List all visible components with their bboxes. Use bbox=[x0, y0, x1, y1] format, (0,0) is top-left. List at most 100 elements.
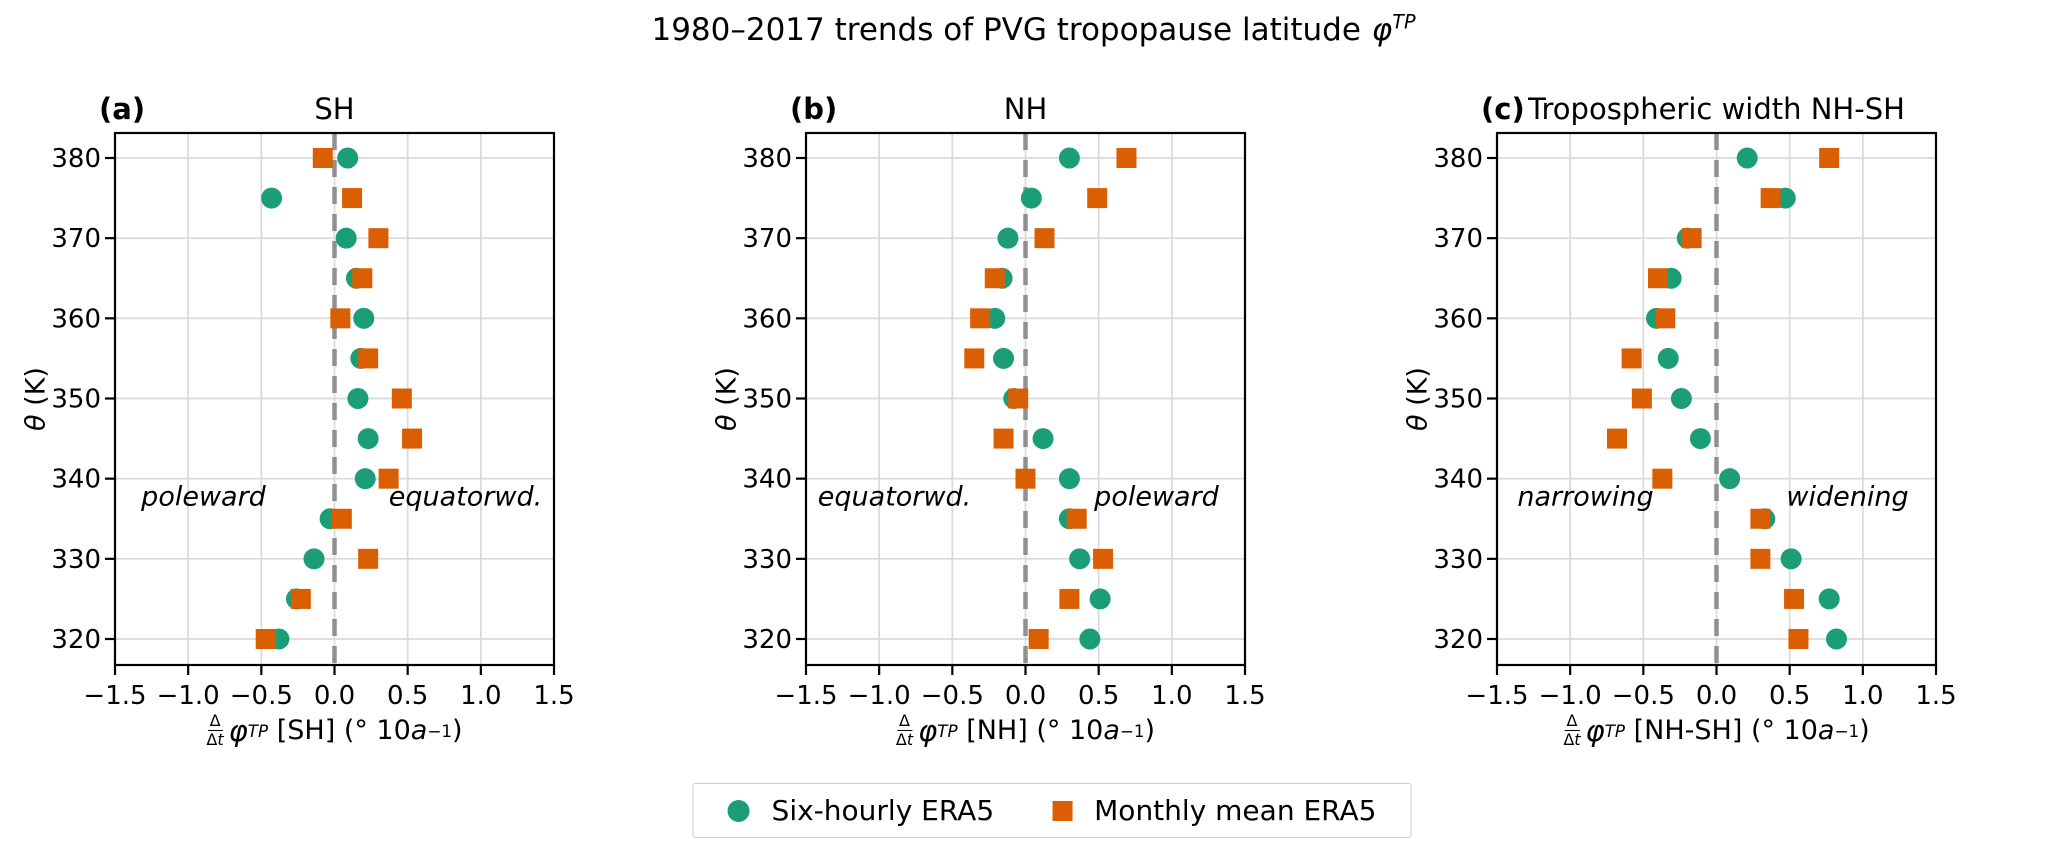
y-tick-label: 380 bbox=[1433, 144, 1483, 174]
y-axis-label: θ (K) bbox=[711, 367, 743, 431]
marker-monthly bbox=[993, 428, 1014, 449]
marker-monthly bbox=[342, 188, 363, 209]
x-tick-label: 1.0 bbox=[460, 681, 501, 711]
marker-six-hourly bbox=[335, 227, 357, 249]
marker-monthly bbox=[358, 348, 379, 369]
marker-monthly bbox=[391, 388, 412, 409]
marker-monthly bbox=[984, 268, 1005, 289]
x-tick-label: −1.5 bbox=[1465, 681, 1528, 711]
marker-six-hourly bbox=[1069, 548, 1091, 570]
y-tick-label: 320 bbox=[742, 625, 792, 655]
x-tick-label: −1.0 bbox=[157, 681, 220, 711]
figure-title: 1980–2017 trends of PVG tropopause latit… bbox=[0, 12, 2067, 49]
y-tick-label: 360 bbox=[1433, 304, 1483, 334]
marker-monthly bbox=[1631, 388, 1652, 409]
panel-tag: (c) bbox=[1481, 92, 1525, 126]
y-tick-label: 320 bbox=[1433, 625, 1483, 655]
panel-title: SH bbox=[314, 92, 355, 126]
marker-six-hourly bbox=[993, 347, 1015, 369]
marker-monthly bbox=[255, 629, 276, 650]
marker-monthly bbox=[358, 548, 379, 569]
marker-monthly bbox=[1681, 228, 1702, 249]
marker-monthly bbox=[1652, 468, 1673, 489]
x-tick-label: 0.5 bbox=[1769, 681, 1810, 711]
marker-monthly bbox=[352, 268, 373, 289]
marker-six-hourly bbox=[1032, 428, 1054, 450]
x-tick-label: 0.0 bbox=[314, 681, 355, 711]
y-tick-label: 330 bbox=[742, 545, 792, 575]
marker-six-hourly bbox=[1736, 147, 1758, 169]
x-tick-label: 0.5 bbox=[387, 681, 428, 711]
marker-monthly bbox=[1116, 148, 1137, 168]
marker-monthly bbox=[290, 588, 311, 609]
annotation-right: widening bbox=[1786, 481, 1909, 513]
x-tick-label: 1.0 bbox=[1151, 681, 1192, 711]
y-tick-label: 380 bbox=[742, 144, 792, 174]
marker-monthly bbox=[368, 228, 389, 249]
marker-monthly bbox=[1760, 188, 1781, 209]
x-tick-label: −1.0 bbox=[1539, 681, 1602, 711]
x-tick-label: 0.0 bbox=[1696, 681, 1737, 711]
panel-title: Tropospheric width NH-SH bbox=[1528, 92, 1905, 126]
annotation-left: narrowing bbox=[1517, 481, 1654, 513]
y-tick-label: 340 bbox=[742, 465, 792, 495]
marker-monthly bbox=[1647, 268, 1668, 289]
y-tick-label: 380 bbox=[51, 144, 101, 174]
marker-six-hourly bbox=[1020, 187, 1042, 209]
y-tick-label: 340 bbox=[51, 465, 101, 495]
annotation-left: poleward bbox=[141, 481, 266, 513]
marker-monthly bbox=[378, 468, 399, 489]
marker-monthly bbox=[964, 348, 985, 369]
delta-fraction: Δ Δt bbox=[895, 711, 914, 750]
marker-six-hourly bbox=[1058, 468, 1080, 490]
marker-six-hourly bbox=[1689, 428, 1711, 450]
marker-six-hourly bbox=[1670, 388, 1692, 410]
marker-monthly bbox=[1750, 548, 1771, 569]
delta-fraction: Δ Δt bbox=[206, 711, 224, 750]
y-tick-label: 350 bbox=[1433, 385, 1483, 415]
x-tick-label: 1.5 bbox=[1915, 681, 1956, 711]
phi-superscript: TP bbox=[1392, 10, 1416, 34]
x-tick-label: 0.5 bbox=[1078, 681, 1119, 711]
legend-item-monthly: Monthly mean ERA5 bbox=[1052, 794, 1376, 827]
panel-title: NH bbox=[1003, 92, 1048, 126]
marker-monthly bbox=[1784, 588, 1805, 609]
x-tick-label: 0.0 bbox=[1005, 681, 1046, 711]
marker-six-hourly bbox=[354, 468, 376, 490]
annotation-right: equatorwd. bbox=[388, 481, 543, 513]
marker-six-hourly bbox=[261, 187, 283, 209]
marker-monthly bbox=[1750, 508, 1771, 529]
x-tick-label: 1.0 bbox=[1842, 681, 1883, 711]
marker-monthly bbox=[312, 148, 333, 168]
x-tick-label: −1.5 bbox=[774, 681, 837, 711]
marker-monthly bbox=[1093, 548, 1114, 569]
x-tick-label: 1.5 bbox=[1224, 681, 1265, 711]
figure-title-text: 1980–2017 trends of PVG tropopause latit… bbox=[651, 12, 1371, 48]
marker-six-hourly bbox=[1818, 588, 1840, 610]
annotation-right: poleward bbox=[1094, 481, 1219, 513]
marker-six-hourly bbox=[353, 307, 375, 329]
y-tick-label: 350 bbox=[742, 385, 792, 415]
marker-monthly bbox=[1066, 508, 1087, 529]
y-axis-label: θ (K) bbox=[1402, 367, 1434, 431]
x-tick-label: −0.5 bbox=[1612, 681, 1675, 711]
x-tick-label: −1.5 bbox=[83, 681, 146, 711]
marker-monthly bbox=[1788, 629, 1809, 650]
marker-six-hourly bbox=[1058, 147, 1080, 169]
y-tick-label: 360 bbox=[51, 304, 101, 334]
marker-monthly bbox=[1606, 428, 1627, 449]
marker-monthly bbox=[1059, 588, 1080, 609]
x-tick-label: −1.0 bbox=[848, 681, 911, 711]
marker-monthly bbox=[1015, 468, 1036, 489]
marker-six-hourly bbox=[1089, 588, 1111, 610]
legend-item-six-hourly: Six-hourly ERA5 bbox=[727, 794, 995, 827]
y-tick-label: 330 bbox=[1433, 545, 1483, 575]
y-tick-label: 340 bbox=[1433, 465, 1483, 495]
phi-symbol: φ bbox=[1371, 12, 1393, 48]
legend-circle-marker bbox=[727, 799, 750, 822]
marker-six-hourly bbox=[1079, 628, 1101, 650]
x-axis-label: Δ Δt φ TP [NH-SH] (° 10a −1) bbox=[1563, 711, 1870, 750]
legend-label: Six-hourly ERA5 bbox=[771, 794, 995, 827]
marker-monthly bbox=[1819, 148, 1840, 168]
